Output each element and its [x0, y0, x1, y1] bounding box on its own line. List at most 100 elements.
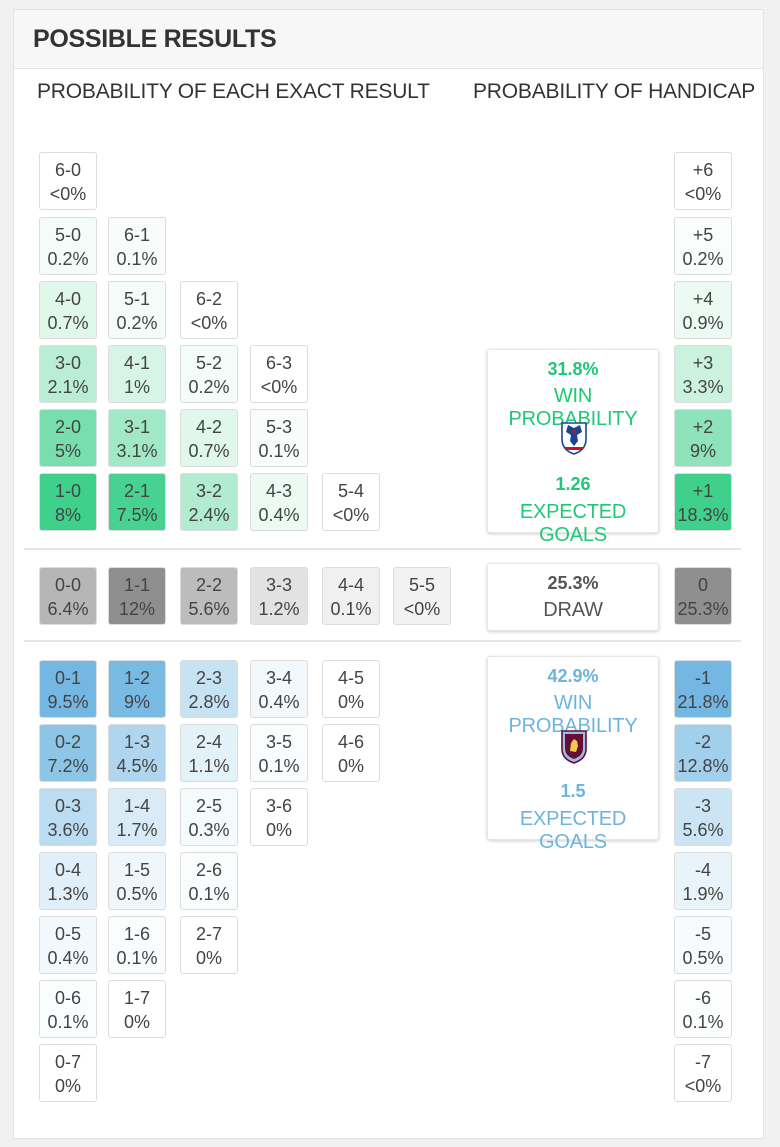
cell-label: 2-2	[195, 575, 222, 595]
home-result-cell: 3-0 2.1%	[39, 345, 97, 403]
away-result-cell: 2-5 0.3%	[180, 788, 238, 846]
cell-label: 0-6	[54, 988, 81, 1008]
cell-label: 3-3	[265, 575, 292, 595]
card-header: POSSIBLE RESULTS	[14, 10, 763, 69]
handicap-cell: +2 9%	[674, 409, 732, 467]
cell-label: 4-2	[195, 417, 222, 437]
away-result-cell: 1-4 1.7%	[108, 788, 166, 846]
cell-probability: 0.1%	[330, 599, 372, 619]
cell-label: 3-1	[123, 417, 150, 437]
cell-probability: 3.6%	[47, 820, 89, 840]
home-result-cell: 1-0 8%	[39, 473, 97, 531]
away-expected-goals: 1.5	[560, 781, 586, 801]
cell-probability: 0%	[54, 1076, 81, 1096]
home-result-cell: 5-4 <0%	[322, 473, 380, 531]
cell-probability: 0.5%	[682, 948, 724, 968]
cell-label: 6-2	[195, 289, 222, 309]
cell-probability: 12%	[118, 599, 156, 619]
cell-label: +6	[692, 160, 714, 180]
cell-label: -6	[694, 988, 711, 1008]
cell-label: 0-2	[54, 732, 81, 752]
divider	[24, 548, 741, 550]
handicap-cell: +5 0.2%	[674, 217, 732, 275]
cell-label: 1-5	[123, 860, 150, 880]
home-result-cell: 5-0 0.2%	[39, 217, 97, 275]
draw-result-cell: 0-0 6.4%	[39, 567, 97, 625]
home-result-cell: 4-2 0.7%	[180, 409, 238, 467]
cell-label: 1-7	[123, 988, 150, 1008]
handicap-cell: -3 5.6%	[674, 788, 732, 846]
handicap-cell: -5 0.5%	[674, 916, 732, 974]
cell-probability: <0%	[684, 1076, 722, 1096]
handicap-cell: 0 25.3%	[674, 567, 732, 625]
cell-label: 0-1	[54, 668, 81, 688]
away-result-cell: 0-6 0.1%	[39, 980, 97, 1038]
cell-probability: 0.5%	[116, 884, 158, 904]
cell-label: 3-6	[265, 796, 292, 816]
divider	[24, 640, 741, 642]
away-win-pct: 42.9%	[547, 666, 599, 686]
cell-probability: 8%	[54, 505, 81, 525]
home-win-summary: 31.8% WIN PROBABILITY 1.26 EXPECTED GOAL…	[487, 349, 659, 546]
cell-probability: 5.6%	[188, 599, 230, 619]
cell-label: -4	[694, 860, 711, 880]
cell-probability: 0.7%	[188, 441, 230, 461]
cell-label: +5	[692, 225, 714, 245]
cell-probability: 18.3%	[677, 505, 729, 525]
cell-probability: 1.2%	[258, 599, 300, 619]
cell-probability: 0.2%	[47, 249, 89, 269]
home-result-cell: 4-3 0.4%	[250, 473, 308, 531]
cell-probability: <0%	[49, 184, 87, 204]
cell-probability: 0.2%	[682, 249, 724, 269]
cell-probability: 2.8%	[188, 692, 230, 712]
cell-label: 2-0	[54, 417, 81, 437]
away-result-cell: 0-3 3.6%	[39, 788, 97, 846]
cell-label: 3-2	[195, 481, 222, 501]
cell-label: -7	[694, 1052, 711, 1072]
cell-probability: 0%	[337, 756, 364, 776]
cell-probability: 0.3%	[188, 820, 230, 840]
away-result-cell: 1-6 0.1%	[108, 916, 166, 974]
cell-label: 1-2	[123, 668, 150, 688]
cell-probability: 2.1%	[47, 377, 89, 397]
away-result-cell: 2-3 2.8%	[180, 660, 238, 718]
away-result-cell: 0-5 0.4%	[39, 916, 97, 974]
cell-label: 4-6	[337, 732, 364, 752]
handicap-cell: -2 12.8%	[674, 724, 732, 782]
cell-label: 6-1	[123, 225, 150, 245]
cell-label: 3-0	[54, 353, 81, 373]
cell-probability: 9%	[123, 692, 150, 712]
cell-probability: 1.7%	[116, 820, 158, 840]
away-result-cell: 0-1 9.5%	[39, 660, 97, 718]
cell-probability: 1.9%	[682, 884, 724, 904]
handicap-heading: PROBABILITY OF HANDICAP	[473, 80, 756, 103]
cell-probability: 4.5%	[116, 756, 158, 776]
cell-label: -5	[694, 924, 711, 944]
home-result-cell: 3-2 2.4%	[180, 473, 238, 531]
cell-probability: 5.6%	[682, 820, 724, 840]
cell-label: -1	[694, 668, 711, 688]
cell-probability: 1%	[123, 377, 150, 397]
handicap-cell: +4 0.9%	[674, 281, 732, 339]
draw-summary: 25.3% DRAW	[487, 563, 659, 631]
home-result-cell: 6-1 0.1%	[108, 217, 166, 275]
away-result-cell: 2-7 0%	[180, 916, 238, 974]
home-result-cell: 5-2 0.2%	[180, 345, 238, 403]
away-result-cell: 0-7 0%	[39, 1044, 97, 1102]
cell-label: -2	[694, 732, 711, 752]
cell-label: 5-1	[123, 289, 150, 309]
cell-label: 4-0	[54, 289, 81, 309]
away-result-cell: 1-7 0%	[108, 980, 166, 1038]
away-expected-goals-label: EXPECTED GOALS	[519, 808, 627, 853]
cell-label: 0-5	[54, 924, 81, 944]
away-result-cell: 1-5 0.5%	[108, 852, 166, 910]
cell-label: 5-2	[195, 353, 222, 373]
cell-probability: 0.4%	[47, 948, 89, 968]
cell-label: 5-4	[337, 481, 364, 501]
away-result-cell: 2-6 0.1%	[180, 852, 238, 910]
home-result-cell: 3-1 3.1%	[108, 409, 166, 467]
home-result-cell: 6-2 <0%	[180, 281, 238, 339]
cell-label: 2-5	[195, 796, 222, 816]
draw-result-cell: 1-1 12%	[108, 567, 166, 625]
cell-probability: 9%	[689, 441, 716, 461]
